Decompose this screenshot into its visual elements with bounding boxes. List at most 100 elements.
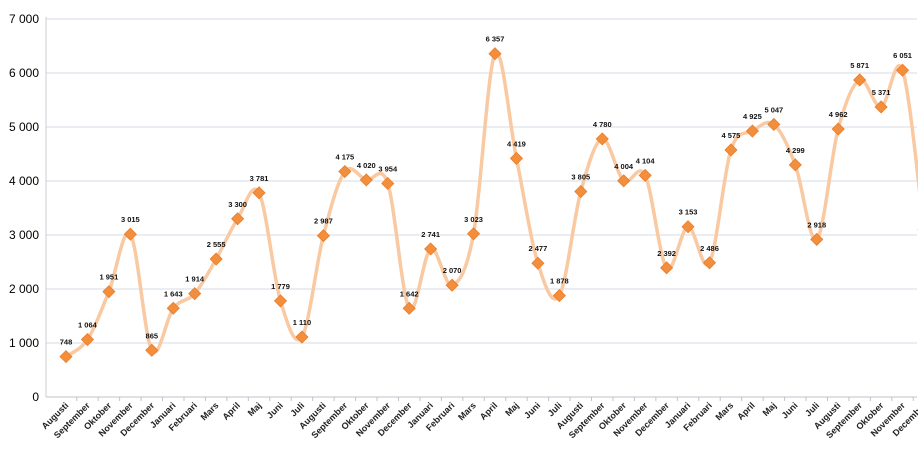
series-markers xyxy=(59,47,918,364)
data-point xyxy=(402,301,416,315)
data-label: 1 779 xyxy=(271,282,290,291)
gridlines xyxy=(46,18,917,344)
data-label: 3 954 xyxy=(378,164,398,173)
y-tick-label: 4 000 xyxy=(9,174,39,188)
data-point xyxy=(188,287,202,301)
series-line xyxy=(64,50,918,359)
data-point xyxy=(488,47,502,61)
data-point xyxy=(788,158,802,172)
x-tick-label: April xyxy=(735,400,757,422)
data-point xyxy=(424,242,438,256)
data-point xyxy=(445,278,459,292)
series-path xyxy=(64,50,918,359)
data-label: 2 486 xyxy=(700,244,719,253)
x-tick-label: Juni xyxy=(522,400,542,420)
data-label: 4 299 xyxy=(786,146,805,155)
y-tick-label: 2 000 xyxy=(9,282,39,296)
data-point xyxy=(102,285,116,299)
data-label: 1 951 xyxy=(100,273,119,282)
data-point xyxy=(724,143,738,157)
data-label: 748 xyxy=(60,338,73,347)
data-label: 3 781 xyxy=(250,174,269,183)
data-point xyxy=(531,256,545,270)
data-point xyxy=(273,294,288,308)
y-tick-label: 1 000 xyxy=(9,336,39,350)
data-label: 1 914 xyxy=(185,275,205,284)
data-point xyxy=(552,289,566,303)
data-point xyxy=(831,122,845,136)
data-point xyxy=(145,343,159,357)
data-point xyxy=(295,330,309,344)
data-point xyxy=(595,132,609,146)
y-tick-label: 5 000 xyxy=(9,120,39,134)
y-axis: 0 1 000 2 000 3 000 4 000 5 000 6 000 7 000 xyxy=(9,12,47,404)
x-tick-label: Juni xyxy=(265,400,285,420)
data-label: 1 110 xyxy=(293,318,311,327)
data-label: 2 918 xyxy=(807,220,826,229)
data-label: 4 925 xyxy=(743,112,762,121)
data-label: 2 987 xyxy=(314,217,333,226)
data-label: 2 555 xyxy=(207,240,226,249)
data-label: 4 104 xyxy=(636,156,656,165)
data-point xyxy=(767,117,781,132)
data-label: 3 023 xyxy=(464,215,483,224)
x-tick-label: Maj xyxy=(246,400,264,418)
data-point xyxy=(381,176,395,191)
data-label: 5 371 xyxy=(872,88,891,97)
x-tick-label: Juli xyxy=(288,400,306,418)
data-label: 1 878 xyxy=(550,277,569,286)
data-point xyxy=(895,63,910,77)
data-label: 3 300 xyxy=(228,200,247,209)
data-label: 2 477 xyxy=(529,244,548,253)
data-point xyxy=(231,212,245,226)
x-tick-label: April xyxy=(220,400,242,422)
data-label: 3 153 xyxy=(679,208,698,217)
data-label: 1 064 xyxy=(78,321,98,330)
y-tick-label: 3 000 xyxy=(9,228,39,242)
y-tick-label: 7 000 xyxy=(9,12,39,26)
data-point xyxy=(59,350,73,364)
data-point xyxy=(853,73,867,87)
data-point xyxy=(638,168,652,182)
data-point xyxy=(660,261,674,275)
data-point xyxy=(509,151,524,165)
data-label: 4 780 xyxy=(593,120,612,129)
data-label: 6 051 xyxy=(893,51,912,60)
data-point xyxy=(681,220,695,234)
data-label: 3 015 xyxy=(121,215,140,224)
data-point xyxy=(252,186,266,200)
x-tick-label: Mars xyxy=(199,400,221,422)
x-tick-label: Juli xyxy=(546,400,564,418)
data-point xyxy=(702,256,717,270)
data-point xyxy=(574,184,588,199)
data-point xyxy=(123,227,137,241)
y-tick-label: 6 000 xyxy=(9,66,39,80)
data-label: 2 392 xyxy=(657,249,676,258)
data-point xyxy=(359,173,373,187)
data-point xyxy=(316,229,330,243)
data-label: 4 004 xyxy=(614,162,634,171)
x-tick-label: Juli xyxy=(803,400,821,418)
data-label: 2 741 xyxy=(421,230,440,239)
data-label: 2 070 xyxy=(443,266,462,275)
data-label: 1 642 xyxy=(400,289,419,298)
data-label: 1 643 xyxy=(164,289,183,298)
data-point xyxy=(874,100,888,114)
x-tick-label: Mars xyxy=(713,400,735,422)
data-point xyxy=(209,252,223,266)
data-label: 5 047 xyxy=(764,105,783,114)
data-label: 4 962 xyxy=(829,110,848,119)
data-label: 4 575 xyxy=(722,131,741,140)
x-tick-label: April xyxy=(478,400,500,422)
data-point xyxy=(338,164,352,179)
x-tick-label: Juni xyxy=(780,400,800,420)
data-point xyxy=(810,232,824,246)
data-label: 4 175 xyxy=(335,153,354,162)
data-label: 4 419 xyxy=(507,139,526,148)
x-tick-label: Maj xyxy=(761,400,779,418)
data-point xyxy=(466,227,481,241)
data-point xyxy=(745,124,759,138)
y-tick-label: 0 xyxy=(32,390,39,404)
